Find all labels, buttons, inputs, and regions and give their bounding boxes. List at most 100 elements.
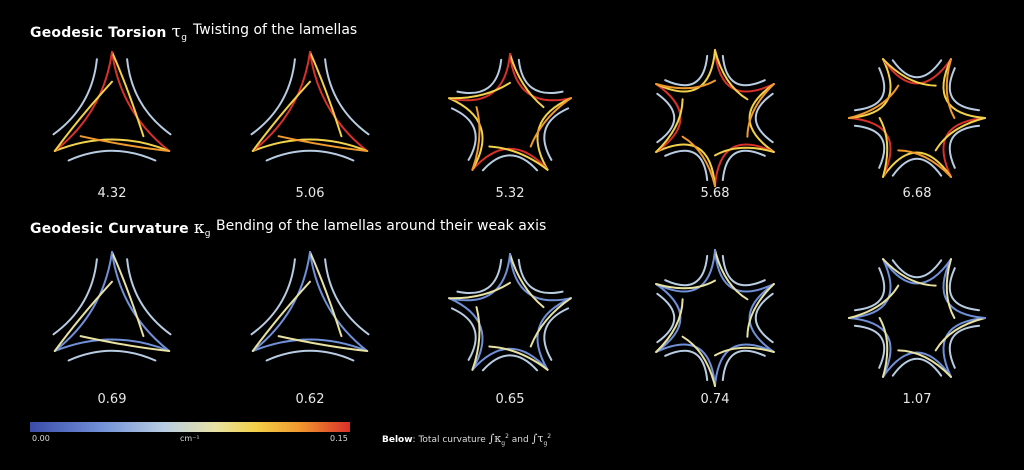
lamella-arc — [681, 135, 716, 187]
lamella-arc — [53, 138, 171, 152]
lamella-arc — [481, 354, 539, 372]
curvature-subtitle: Bending of the lamellas around their wea… — [216, 218, 547, 234]
lamella-arc — [324, 58, 370, 136]
lamella-arc — [265, 349, 355, 362]
lamella-arc — [79, 135, 171, 152]
lamella-arc — [79, 335, 171, 352]
lamella-arc — [655, 298, 684, 353]
lamella-arc — [714, 146, 775, 157]
lamella-arc — [450, 307, 477, 361]
lamella-arc — [945, 58, 956, 119]
lamella-arc — [448, 97, 484, 171]
lamella-arc — [882, 258, 952, 285]
lamella-arc — [251, 338, 369, 352]
lamella-arc — [111, 51, 171, 152]
lamella-arc — [934, 317, 986, 352]
lamella-arc — [509, 53, 545, 109]
lamella-arc — [882, 151, 952, 178]
lamella-arc — [250, 258, 296, 336]
torsion-value-2: 5.06 — [295, 186, 325, 201]
lamella-arc — [111, 51, 145, 138]
lamella-arc — [721, 149, 766, 182]
footnote-and: and — [511, 435, 529, 445]
footnote-int-k: ∫κ — [488, 432, 502, 445]
lamella-arc — [754, 292, 774, 344]
lamella-arc — [277, 135, 369, 152]
lamella-arc — [721, 349, 766, 382]
lamella-arc — [664, 149, 709, 182]
lamella-arc — [948, 67, 981, 112]
torsion-title: Geodesic Torsion τg — [30, 22, 187, 43]
lamella-arc — [265, 149, 355, 162]
lamella-arc — [853, 267, 886, 312]
footnote-int-k-power: 2 — [505, 433, 509, 440]
colorbar-unit-label: cm⁻¹ — [180, 434, 200, 443]
footnote-text: : Total curvature — [412, 435, 486, 445]
footnote-int-t: ∫τ — [531, 432, 544, 445]
lamella-arc — [309, 251, 369, 352]
lamella-arc — [471, 147, 549, 171]
lamella-arc — [882, 258, 937, 287]
lamella-arc — [309, 51, 369, 152]
lamella-arc — [53, 251, 113, 352]
lamella-arc — [251, 138, 369, 152]
lamella-arc — [948, 324, 981, 369]
lamella-arc — [53, 51, 113, 152]
lamella-arc — [509, 253, 572, 302]
curvature-value-3: 0.65 — [495, 392, 525, 407]
lamella-arc — [655, 98, 684, 153]
colorbar-max-label: 0.15 — [330, 434, 348, 443]
lamella-arc — [543, 307, 570, 361]
torsion-value-3: 5.32 — [495, 186, 525, 201]
lamella-arc — [664, 54, 709, 87]
lamella-arc — [714, 249, 749, 301]
lamella-arc — [488, 145, 549, 171]
lamella-arc — [848, 84, 900, 119]
curvature-value-1: 0.69 — [97, 392, 127, 407]
lamella-arc — [891, 157, 943, 177]
lamella-arc — [664, 254, 709, 287]
lamella-arc — [309, 51, 343, 138]
lamella-arc — [656, 292, 676, 344]
lamella-arc — [126, 58, 172, 136]
torsion-value-5: 6.68 — [902, 186, 932, 201]
lamella-arc — [448, 53, 511, 102]
lamella-arc — [251, 51, 311, 152]
lamella-arc — [948, 124, 981, 169]
lamella-arc — [509, 253, 545, 309]
lamella-arc — [934, 117, 986, 152]
lamella-arc — [536, 297, 572, 371]
lamella-arc — [448, 281, 511, 300]
lamella-arc — [945, 258, 956, 319]
lamella-arc — [897, 149, 952, 178]
lamella-arc — [456, 58, 503, 94]
curvature-symbol-sub: g — [204, 229, 211, 239]
lamella-arc — [655, 79, 716, 90]
curvature-value-2: 0.62 — [295, 392, 325, 407]
lamella-arc — [509, 53, 572, 102]
lamella-arc — [891, 59, 943, 79]
lamella-arc — [488, 345, 549, 371]
lamella-arc — [536, 97, 572, 171]
lamella-arc — [721, 254, 766, 287]
lamella-arc — [748, 283, 775, 353]
lamella-arc — [517, 58, 564, 94]
lamella-arc — [714, 346, 775, 357]
lamella-arc — [882, 58, 937, 87]
curvature-title-text: Geodesic Curvature — [30, 221, 189, 237]
lamella-arc — [67, 349, 157, 362]
curvature-title: Geodesic Curvature κg — [30, 218, 211, 239]
lamella-arc — [277, 335, 369, 352]
lamella-arc — [517, 258, 564, 294]
lamella-arc — [543, 107, 570, 161]
lamella-arc — [529, 97, 572, 148]
lamella-arc — [529, 297, 572, 348]
lamella-arc — [52, 258, 98, 336]
lamella-arc — [126, 258, 172, 336]
lamella-arc — [111, 251, 145, 338]
lamella-arc — [53, 280, 113, 352]
lamella-arc — [853, 324, 886, 369]
lamella-arc — [748, 83, 775, 153]
footnote: Below: Total curvature ∫κg2 and ∫τg2 — [382, 432, 551, 447]
footnote-int-t-power: 2 — [547, 433, 552, 440]
